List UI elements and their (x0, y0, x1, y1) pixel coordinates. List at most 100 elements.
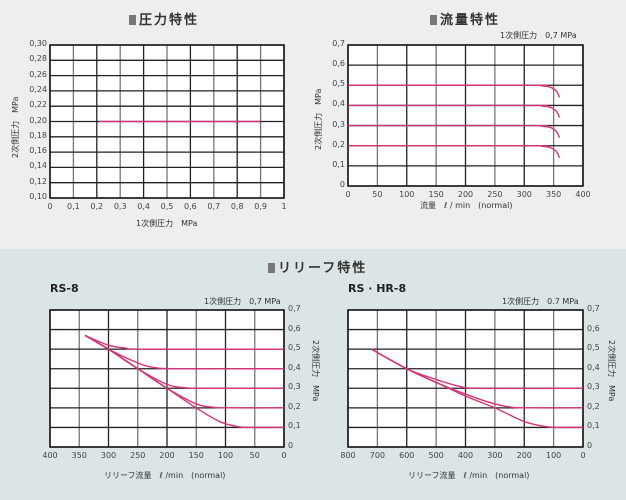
y-tick-label: 0 (288, 441, 294, 450)
x-tick-label: 200 (457, 190, 474, 199)
chart-pressure-characteristics (49, 44, 285, 199)
x-tick-label: 350 (71, 451, 87, 460)
y-tick-label: 0,14 (29, 161, 47, 171)
section-title-text: 圧力特性 (139, 13, 200, 28)
square-bullet-icon (268, 263, 275, 273)
pressure-x-axis-label: 1次側圧力 MPa (136, 219, 198, 228)
x-tick-label: 250 (487, 190, 503, 199)
x-tick-label: 350 (545, 190, 562, 199)
chart-relief-rs-hr-8 (347, 309, 584, 448)
x-tick-label: 700 (369, 451, 386, 460)
y-tick-label: 0,10 (29, 192, 47, 201)
x-tick-label: 50 (372, 190, 383, 199)
x-tick-label: 500 (428, 451, 444, 460)
x-tick-label: 150 (428, 190, 444, 199)
y-tick-label: 0,6 (587, 323, 600, 333)
y-tick-label: 0,6 (288, 323, 301, 333)
x-tick-label: 400 (42, 451, 58, 460)
y-tick-label: 0,24 (29, 84, 47, 94)
section-title-relief: リリーフ特性 (268, 257, 367, 276)
flow-condition-label: 1次側圧力 0,7 MPa (500, 31, 577, 40)
x-tick-label: 0 (345, 190, 351, 199)
rshr8-x-axis-label: リリーフ流量 ℓ /min (normal) (408, 471, 530, 480)
y-tick-label: 0,1 (288, 421, 301, 431)
x-tick-label: 100 (217, 451, 234, 460)
series-curve (371, 348, 584, 429)
y-tick-label: 0,2 (587, 401, 600, 411)
y-tick-label: 0,7 (587, 304, 600, 313)
x-tick-label: 100 (545, 451, 562, 460)
x-tick-label: 0,8 (230, 202, 244, 211)
y-tick-label: 0,12 (29, 176, 47, 186)
x-tick-label: 400 (575, 190, 591, 199)
y-tick-label: 0,3 (332, 119, 345, 129)
rs8-condition-label: 1次側圧力 0,7 MPa (204, 297, 281, 306)
x-tick-label: 0,7 (207, 202, 221, 211)
x-tick-label: 0 (580, 451, 586, 460)
plot-border (49, 44, 285, 199)
model-label-rshr8: RS · HR-8 (348, 282, 407, 295)
x-tick-label: 0,4 (137, 202, 150, 211)
y-tick-label: 0,1 (587, 421, 600, 431)
y-tick-label: 0 (587, 441, 593, 450)
y-tick-label: 0,4 (587, 362, 600, 372)
y-tick-label: 0,5 (288, 343, 301, 353)
series-curve (347, 104, 561, 118)
y-tick-label: 0,3 (288, 382, 301, 392)
series-curve (84, 334, 285, 429)
x-tick-label: 0,3 (113, 202, 127, 211)
section-title-text: 流量特性 (440, 13, 501, 28)
model-label-rs8: RS-8 (50, 282, 79, 295)
x-tick-label: 300 (487, 451, 503, 460)
rshr8-condition-label: 1次側圧力 0.7 MPa (502, 297, 579, 306)
x-tick-label: 0,6 (184, 202, 197, 211)
series-curve (347, 124, 561, 138)
x-tick-label: 200 (516, 451, 532, 460)
x-tick-label: 300 (100, 451, 117, 460)
chart-relief-rs-8 (49, 309, 285, 448)
x-tick-label: 0,2 (90, 202, 104, 211)
square-bullet-icon (129, 15, 136, 25)
x-tick-label: 0 (47, 202, 53, 211)
x-tick-label: 0,9 (254, 202, 267, 211)
section-title-text: リリーフ特性 (278, 261, 368, 276)
x-tick-label: 0,5 (160, 202, 174, 211)
x-tick-label: 0 (281, 451, 287, 460)
y-tick-label: 0,1 (332, 159, 345, 169)
y-tick-label: 0,2 (332, 139, 345, 149)
section-title-pressure: 圧力特性 (129, 9, 199, 28)
y-tick-label: 0,7 (288, 304, 301, 313)
y-tick-label: 0,30 (29, 39, 47, 48)
x-tick-label: 200 (159, 451, 175, 460)
section-title-flow: 流量特性 (430, 9, 500, 28)
y-tick-label: 0,2 (288, 401, 301, 411)
series-curve (84, 334, 285, 350)
x-tick-label: 250 (130, 451, 146, 460)
y-tick-label: 0,20 (29, 115, 47, 125)
y-tick-label: 0,22 (29, 100, 47, 110)
y-tick-label: 0,5 (587, 343, 600, 353)
x-tick-label: 400 (457, 451, 474, 460)
series-curve (347, 144, 561, 159)
y-tick-label: 0,16 (29, 146, 47, 156)
rs8-x-axis-label: リリーフ流量 ℓ /min (normal) (104, 471, 226, 480)
y-tick-label: 0,18 (29, 130, 47, 140)
y-tick-label: 0,5 (332, 79, 345, 89)
chart-flow-characteristics (347, 44, 584, 187)
x-tick-label: 150 (188, 451, 204, 460)
plot-border (347, 44, 584, 187)
plot-border (347, 309, 584, 448)
y-tick-label: 0,6 (332, 59, 345, 69)
x-tick-label: 100 (399, 190, 415, 199)
y-tick-label: 0,4 (288, 362, 301, 372)
x-tick-label: 600 (399, 451, 415, 460)
plot-border (49, 309, 285, 448)
y-tick-label: 0,4 (332, 99, 345, 109)
x-tick-label: 50 (249, 451, 260, 460)
square-bullet-icon (430, 15, 437, 25)
x-tick-label: 300 (516, 190, 532, 199)
y-tick-label: 0 (339, 180, 345, 189)
y-tick-label: 0,7 (332, 39, 345, 48)
x-tick-label: 1 (281, 202, 287, 211)
